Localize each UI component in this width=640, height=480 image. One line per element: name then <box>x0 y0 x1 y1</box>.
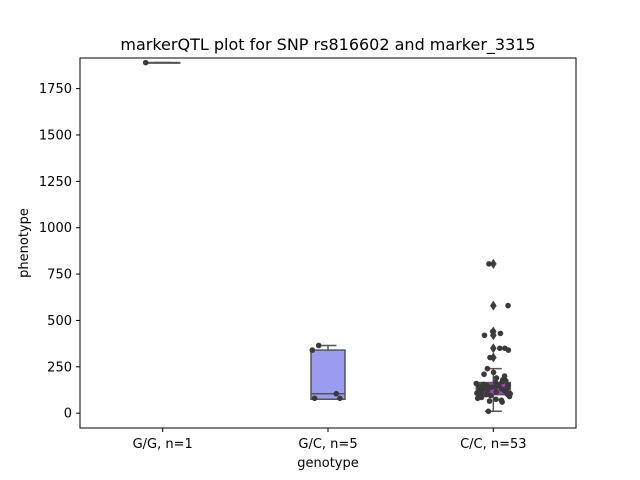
plot-area <box>142 59 514 415</box>
y-axis: 0 250 500 750 1000 1250 1500 1750 <box>39 82 80 422</box>
outlier-marker <box>490 352 497 363</box>
data-point <box>490 369 497 376</box>
chart-title: markerQTL plot for SNP rs816602 and mark… <box>120 35 535 55</box>
outlier-marker <box>490 343 497 354</box>
x-tick-label: G/C, n=5 <box>298 437 357 452</box>
y-tick-label: 1000 <box>39 221 72 236</box>
data-point <box>473 380 479 387</box>
data-point <box>505 302 511 309</box>
outlier-marker <box>490 300 497 311</box>
data-point <box>497 330 504 337</box>
data-point <box>315 342 322 349</box>
x-axis: G/G, n=1 G/C, n=5 C/C, n=53 <box>133 428 527 452</box>
x-tick-label: G/G, n=1 <box>133 437 193 452</box>
data-point <box>496 345 503 352</box>
data-point <box>493 389 499 395</box>
y-tick-label: 0 <box>64 407 72 422</box>
data-point <box>481 332 488 339</box>
data-point <box>485 408 492 415</box>
data-point <box>142 59 149 66</box>
data-point <box>484 387 491 394</box>
box-group <box>310 344 346 401</box>
data-point <box>480 381 487 388</box>
data-point <box>502 345 508 352</box>
strip-points <box>142 59 149 66</box>
y-tick-label: 250 <box>47 360 72 375</box>
data-point <box>333 390 340 397</box>
data-point <box>492 379 499 386</box>
y-axis-label: phenotype <box>17 208 32 278</box>
y-tick-label: 500 <box>47 314 72 329</box>
x-axis-label: genotype <box>297 456 358 471</box>
data-point <box>501 373 508 379</box>
data-point <box>337 395 343 402</box>
data-point <box>493 375 500 381</box>
data-point <box>481 371 487 378</box>
data-point <box>309 347 316 353</box>
data-point <box>498 397 505 403</box>
y-tick-label: 750 <box>47 268 72 283</box>
strip-points <box>309 342 343 402</box>
data-point <box>493 396 499 403</box>
data-point <box>487 392 494 399</box>
data-point <box>487 354 493 361</box>
box-group <box>144 61 181 64</box>
strip-points <box>473 261 514 415</box>
y-tick-label: 1500 <box>39 128 72 143</box>
data-point <box>486 261 492 267</box>
y-tick-label: 1750 <box>39 82 72 97</box>
data-point <box>484 365 491 372</box>
data-point <box>486 398 493 404</box>
outlier-marker <box>490 258 497 269</box>
box <box>310 349 346 401</box>
data-point <box>505 382 511 388</box>
data-point <box>311 395 318 402</box>
data-point <box>489 328 496 335</box>
y-tick-label: 1250 <box>39 175 72 190</box>
x-tick-label: C/C, n=53 <box>460 437 526 452</box>
